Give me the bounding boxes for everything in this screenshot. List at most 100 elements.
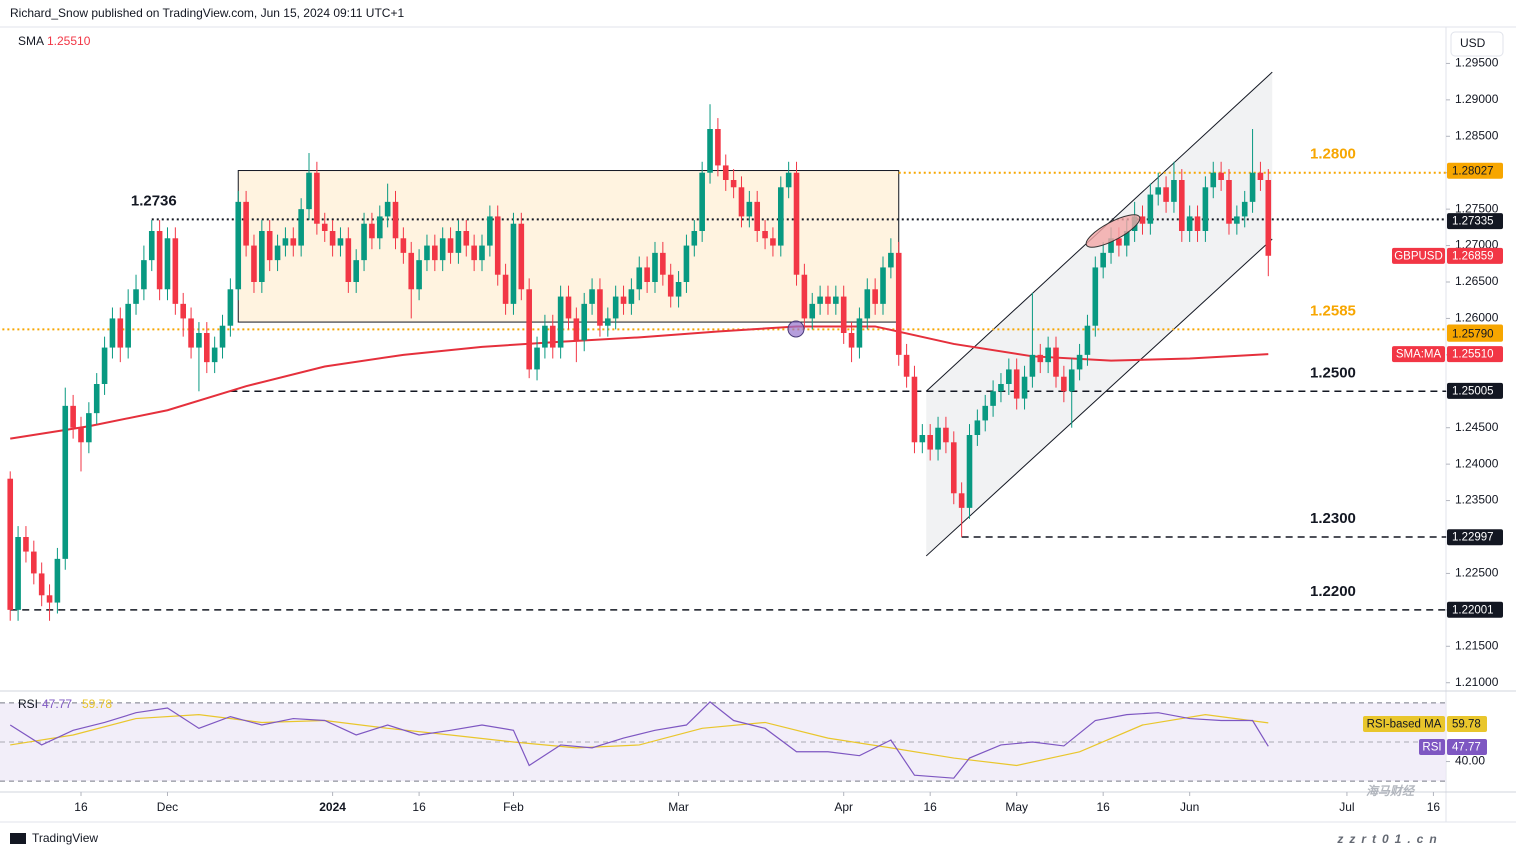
candle-body: [7, 478, 14, 610]
candle-body: [1123, 231, 1130, 246]
candle-body: [188, 318, 194, 348]
channel-fill: [926, 72, 1273, 556]
x-tick-label: Dec: [157, 800, 178, 814]
candle-body: [1218, 172, 1224, 180]
candle-body: [683, 245, 690, 282]
candle-body: [911, 376, 918, 443]
rsi-name-badge: [1363, 716, 1445, 732]
rsi-value-badge: [1447, 739, 1487, 755]
candle-body: [1194, 216, 1201, 231]
price-badge: [1447, 247, 1503, 264]
y-tick-label: 1.29500: [1455, 56, 1499, 70]
candle-body: [722, 165, 729, 180]
candle-body: [337, 238, 344, 246]
currency-button[interactable]: [1450, 31, 1504, 57]
breakout-ellipse: [1085, 214, 1141, 248]
candle-body: [620, 296, 627, 304]
candle-body: [966, 435, 973, 508]
y-tick-label: 1.27500: [1455, 201, 1499, 215]
candle-body: [227, 289, 234, 326]
candle-body: [376, 216, 383, 239]
candle-body: [1186, 216, 1193, 231]
currency[interactable]: USD: [1460, 36, 1486, 50]
candle-body: [1147, 194, 1154, 224]
series-badge: [1392, 346, 1445, 363]
level-label: 1.2800: [1310, 146, 1356, 163]
candle-body: [534, 347, 540, 370]
candle-body: [675, 282, 682, 297]
candle-body: [1029, 354, 1036, 377]
level-label: 1.2500: [1310, 364, 1356, 381]
series-badge: [1392, 247, 1445, 264]
candle-body: [345, 238, 352, 282]
rsi-line: [9, 701, 1269, 779]
candle-body: [825, 296, 831, 304]
candle-body: [762, 231, 768, 239]
candle-body: [298, 209, 304, 246]
candle-body: [424, 245, 430, 261]
candle-body: [833, 296, 839, 304]
candle-body: [219, 325, 226, 348]
candle-body: [31, 551, 37, 574]
candle-body: [361, 223, 367, 261]
y-tick-label: 1.28500: [1455, 128, 1499, 142]
candle-body: [1108, 238, 1114, 253]
candle-body: [1241, 201, 1248, 217]
candle-body: [990, 391, 996, 406]
candle-body: [927, 435, 933, 450]
candle-body: [848, 333, 855, 348]
rsi-value-label: 59.78: [1452, 719, 1481, 731]
candle-body: [211, 347, 218, 363]
y-tick-label: 1.26500: [1455, 274, 1499, 288]
candle-body: [196, 333, 202, 348]
rsi-line: [10, 714, 1269, 767]
candle-body: [93, 384, 100, 414]
candle-body: [502, 274, 509, 304]
candle-body: [1013, 369, 1020, 399]
candle-body: [78, 427, 84, 443]
candle-body: [864, 289, 871, 319]
candle-body: [667, 274, 674, 297]
publisher-note: Richard_Snow published on TradingView.co…: [10, 6, 404, 20]
candle-body: [416, 260, 422, 290]
candle-body: [549, 325, 556, 348]
x-tick-label: Feb: [503, 800, 524, 814]
candle-body: [950, 442, 957, 494]
x-tick-label: 16: [1427, 800, 1441, 814]
watermark-site: zzrt01.cn: [1336, 832, 1442, 846]
price-badge: [1447, 346, 1503, 363]
price-badge-label: 1.25510: [1452, 349, 1494, 361]
candle-body: [526, 289, 532, 370]
candle-body: [1202, 187, 1209, 231]
price-badge-label: 1.22997: [1452, 532, 1494, 544]
y-tick-label: 1.26000: [1455, 311, 1499, 325]
indicator-name: SMA: [18, 34, 44, 48]
rsi-value-badge: [1447, 716, 1487, 732]
x-tick-label: 16: [1096, 800, 1110, 814]
price-badge: [1447, 529, 1503, 546]
candle-body: [203, 333, 210, 363]
brand-logo: [10, 833, 26, 844]
level-label: 1.2300: [1310, 510, 1356, 527]
candle-body: [353, 260, 359, 282]
price-badge: [1447, 162, 1503, 179]
candle-body: [70, 405, 76, 428]
candle-body: [369, 223, 375, 239]
candle-body: [715, 129, 721, 166]
rsi-pane: RSI 47.77 59.78: [0, 697, 1446, 782]
rsi-name-label: RSI-based MA: [1367, 719, 1442, 731]
candle-body: [1163, 187, 1169, 202]
candle-body: [856, 318, 863, 348]
candle-body: [479, 245, 485, 261]
candle-body: [156, 231, 163, 290]
candle-body: [1179, 180, 1185, 231]
candle-body: [432, 245, 438, 261]
candle-body: [141, 260, 147, 290]
x-tick-label: Mar: [668, 800, 689, 814]
candle-body: [518, 223, 525, 290]
candle-body: [581, 303, 588, 341]
candle-body: [935, 427, 941, 450]
watermark-name: 海马财经: [1366, 784, 1416, 798]
candle-body: [148, 231, 155, 261]
sma-touch-marker: [787, 320, 805, 338]
